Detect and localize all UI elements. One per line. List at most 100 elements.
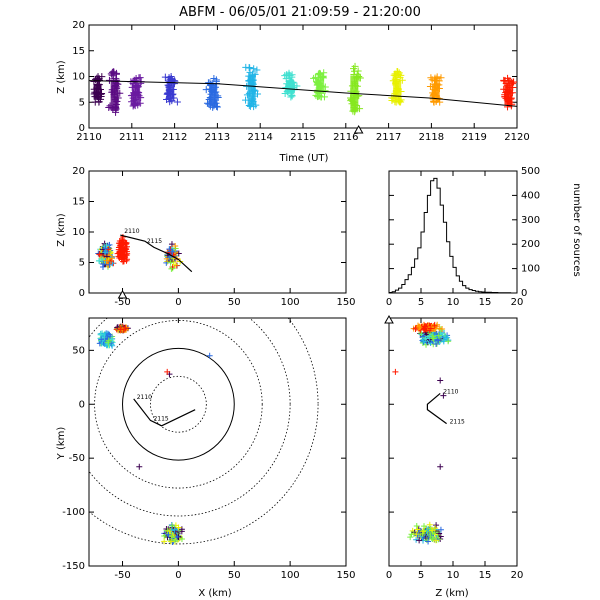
zy-source-mark [429,334,436,341]
time-source-mark [91,75,99,83]
zy-isolated-source [440,392,447,399]
zy-source-mark [416,324,423,331]
xz-source-mark [166,246,173,253]
xz-ytick-label: 15 [72,197,85,208]
zy-source-mark [436,530,443,537]
xz-ytick-label: 20 [72,166,85,177]
plan-range-ring [94,320,263,489]
zy-source-mark [445,338,452,345]
xz-source-mark [116,249,123,256]
zy-track [426,393,447,425]
time-source-mark [310,74,318,82]
time-source-mark [253,66,261,74]
zy-source-mark [427,532,434,539]
plan-track [133,398,196,427]
time-source-mark [130,76,138,84]
hist-ylabel: number of sources [571,183,582,276]
xz-source-mark [98,256,105,263]
xz-ytick-label: 10 [72,227,85,238]
hist-xtick-label: 20 [511,297,524,308]
plan-xlabel: X (km) [198,588,231,599]
time-source-mark [173,98,181,106]
plan-source-mark [101,334,108,341]
time-xtick-label: 2110 [76,132,101,143]
xz-source-mark [100,261,107,268]
zy-source-mark [426,333,433,340]
zy-source-mark [425,538,432,545]
time-cluster-core [431,84,440,100]
plan-range-rings [89,318,319,545]
plan-xtick-label: 100 [281,570,300,581]
zy-source-mark [424,528,431,535]
xz-source-mark [172,261,179,268]
zy-source-mark [420,528,427,535]
time-source-mark [320,69,328,77]
zy-source-mark [439,325,446,332]
hist-ytick-label: 0 [521,288,527,299]
plan-source-mark [98,336,105,343]
plan-xtick-label: 0 [175,570,181,581]
zy-source-mark [437,526,444,533]
xz-ylabel: Z (km) [56,213,67,246]
xz-source-mark [175,250,182,257]
zy-xtick-label: 10 [447,570,460,581]
x-z-panel: -50 0 50 100 150 0 5 10 15 20 2110 2115 [72,166,355,308]
time-source-mark [210,74,218,82]
plan-range-ring [89,318,291,517]
time-source-mark [318,73,326,81]
xz-source-mark [169,248,176,255]
plan-ytick-label: -100 [62,507,85,518]
time-source-mark [136,74,144,82]
time-source-mark [510,78,518,86]
zy-frame [388,317,518,567]
zy-source-mark [432,525,439,532]
plan-source-mark [109,336,116,343]
time-xtick-label: 2120 [504,132,529,143]
time-xtick-label: 2112 [162,132,187,143]
xz-annotation: 2110 [124,228,139,235]
zy-source-mark [430,335,437,342]
time-xtick-label: 2116 [333,132,358,143]
plan-source-mark [175,524,182,531]
time-source-mark [314,71,322,79]
plan-source-mark [165,531,172,538]
time-xtick-label: 2117 [376,132,401,143]
xz-source-mark [103,257,110,264]
xz-xtick-label: 0 [175,297,181,308]
time-source-mark [282,71,290,79]
zy-source-mark [431,322,438,329]
plan-xtick-label: 50 [228,570,241,581]
zy-xlabel: Z (km) [435,588,468,599]
plan-source-mark [178,526,185,533]
time-source-mark [242,63,250,71]
time-source-mark [170,80,178,88]
time-height-panel: 2110 2111 2112 2113 2114 2115 2116 2117 2118 2119… [72,20,529,143]
time-source-mark [109,68,117,76]
plan-annotation: 2110 [137,394,152,401]
time-source-mark [161,73,169,81]
plan-source-mark [171,537,178,544]
time-cluster-core [166,84,175,100]
hist-ytick-label: 100 [521,264,540,275]
time-source-mark [112,69,120,77]
time-frame [88,24,518,129]
time-ytick-label: 20 [72,20,85,31]
z-y-panel: 0 5 10 15 20 2110 2115 [384,314,523,581]
plan-xtick-label: 150 [336,570,355,581]
plan-ytick-label: 50 [72,345,85,356]
zy-source-mark [422,323,429,330]
time-cluster-core [247,75,256,106]
plan-ytick-label: -50 [69,453,85,464]
zy-isolated-source [392,368,399,375]
plan-source-mark [104,334,111,341]
zy-annotation: 2115 [450,419,465,426]
xz-source-mark [118,253,125,260]
time-source-mark [204,79,212,87]
zy-source-mark [435,332,442,339]
time-cluster-core [132,84,141,106]
xz-ytick-label: 0 [79,288,85,299]
time-source-mark [315,70,323,78]
xz-ytick-label: 5 [79,258,85,269]
time-source-mark [202,86,210,94]
time-source-mark [437,74,445,82]
